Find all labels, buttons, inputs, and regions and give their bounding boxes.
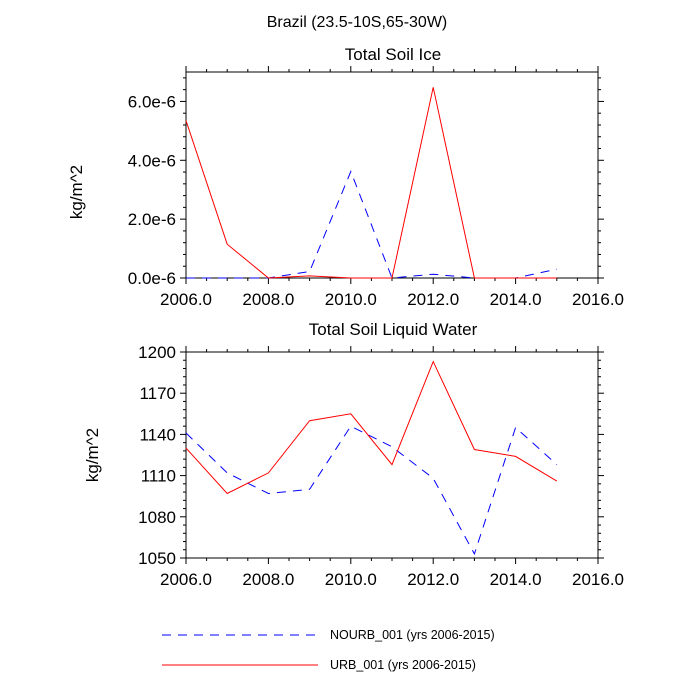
x-tick-label: 2014.0 [490, 570, 542, 589]
plot-frame [185, 71, 599, 279]
panel-total-soil-liquid-water: Total Soil Liquid Water kg/m^2 2006.0 200… [83, 320, 624, 589]
y-tick-label: 1170 [139, 384, 176, 403]
legend-label-nourb: NOURB_001 (yrs 2006-2015) [330, 628, 495, 642]
series-line-nourb-001 [186, 170, 557, 279]
y-tick-label: 0.0e-6 [128, 269, 176, 288]
series-line-urb-001 [185, 360, 558, 495]
x-tick-label: 2008.0 [242, 570, 294, 589]
y-axis-label: kg/m^2 [83, 428, 102, 482]
y-tick-label: 4.0e-6 [128, 151, 176, 170]
x-tick-label: 2008.0 [242, 290, 294, 309]
y-tick-label: 1080 [138, 508, 176, 527]
plot-frame [185, 351, 599, 559]
chart-title: Total Soil Liquid Water [309, 320, 478, 339]
y-tick-label: 1110 [141, 467, 176, 486]
y-tick-label: 2.0e-6 [128, 210, 176, 229]
y-tick-label: 1200 [138, 343, 176, 362]
x-tick-label: 2016.0 [572, 570, 624, 589]
panel-total-soil-ice: Total Soil Ice kg/m^2 2006.0 2008.0 2010.0… [67, 45, 624, 309]
figure-title: Brazil (23.5-10S,65-30W) [267, 14, 448, 31]
y-tick-label: 1050 [138, 549, 176, 568]
legend-label-urb: URB_001 (yrs 2006-2015) [330, 658, 476, 672]
chart-title: Total Soil Ice [345, 45, 441, 64]
x-tick-label: 2010.0 [325, 290, 377, 309]
series-line-nourb-001 [185, 425, 558, 556]
legend-entry-nourb: NOURB_001 (yrs 2006-2015) [162, 628, 495, 642]
x-tick-label: 2010.0 [325, 570, 377, 589]
legend: NOURB_001 (yrs 2006-2015) URB_001 (yrs 2… [162, 628, 495, 672]
x-tick-label: 2012.0 [407, 290, 459, 309]
legend-entry-urb: URB_001 (yrs 2006-2015) [162, 658, 476, 672]
y-axis-label: kg/m^2 [67, 165, 86, 219]
series-line-urb-001 [185, 87, 557, 279]
y-tick-label: 6.0e-6 [128, 92, 176, 111]
x-tick-label: 2006.0 [160, 290, 212, 309]
x-tick-label: 2006.0 [160, 570, 212, 589]
y-tick-label: 1140 [139, 425, 176, 444]
x-tick-label: 2016.0 [572, 290, 624, 309]
x-tick-label: 2012.0 [407, 570, 459, 589]
x-tick-label: 2014.0 [490, 290, 542, 309]
